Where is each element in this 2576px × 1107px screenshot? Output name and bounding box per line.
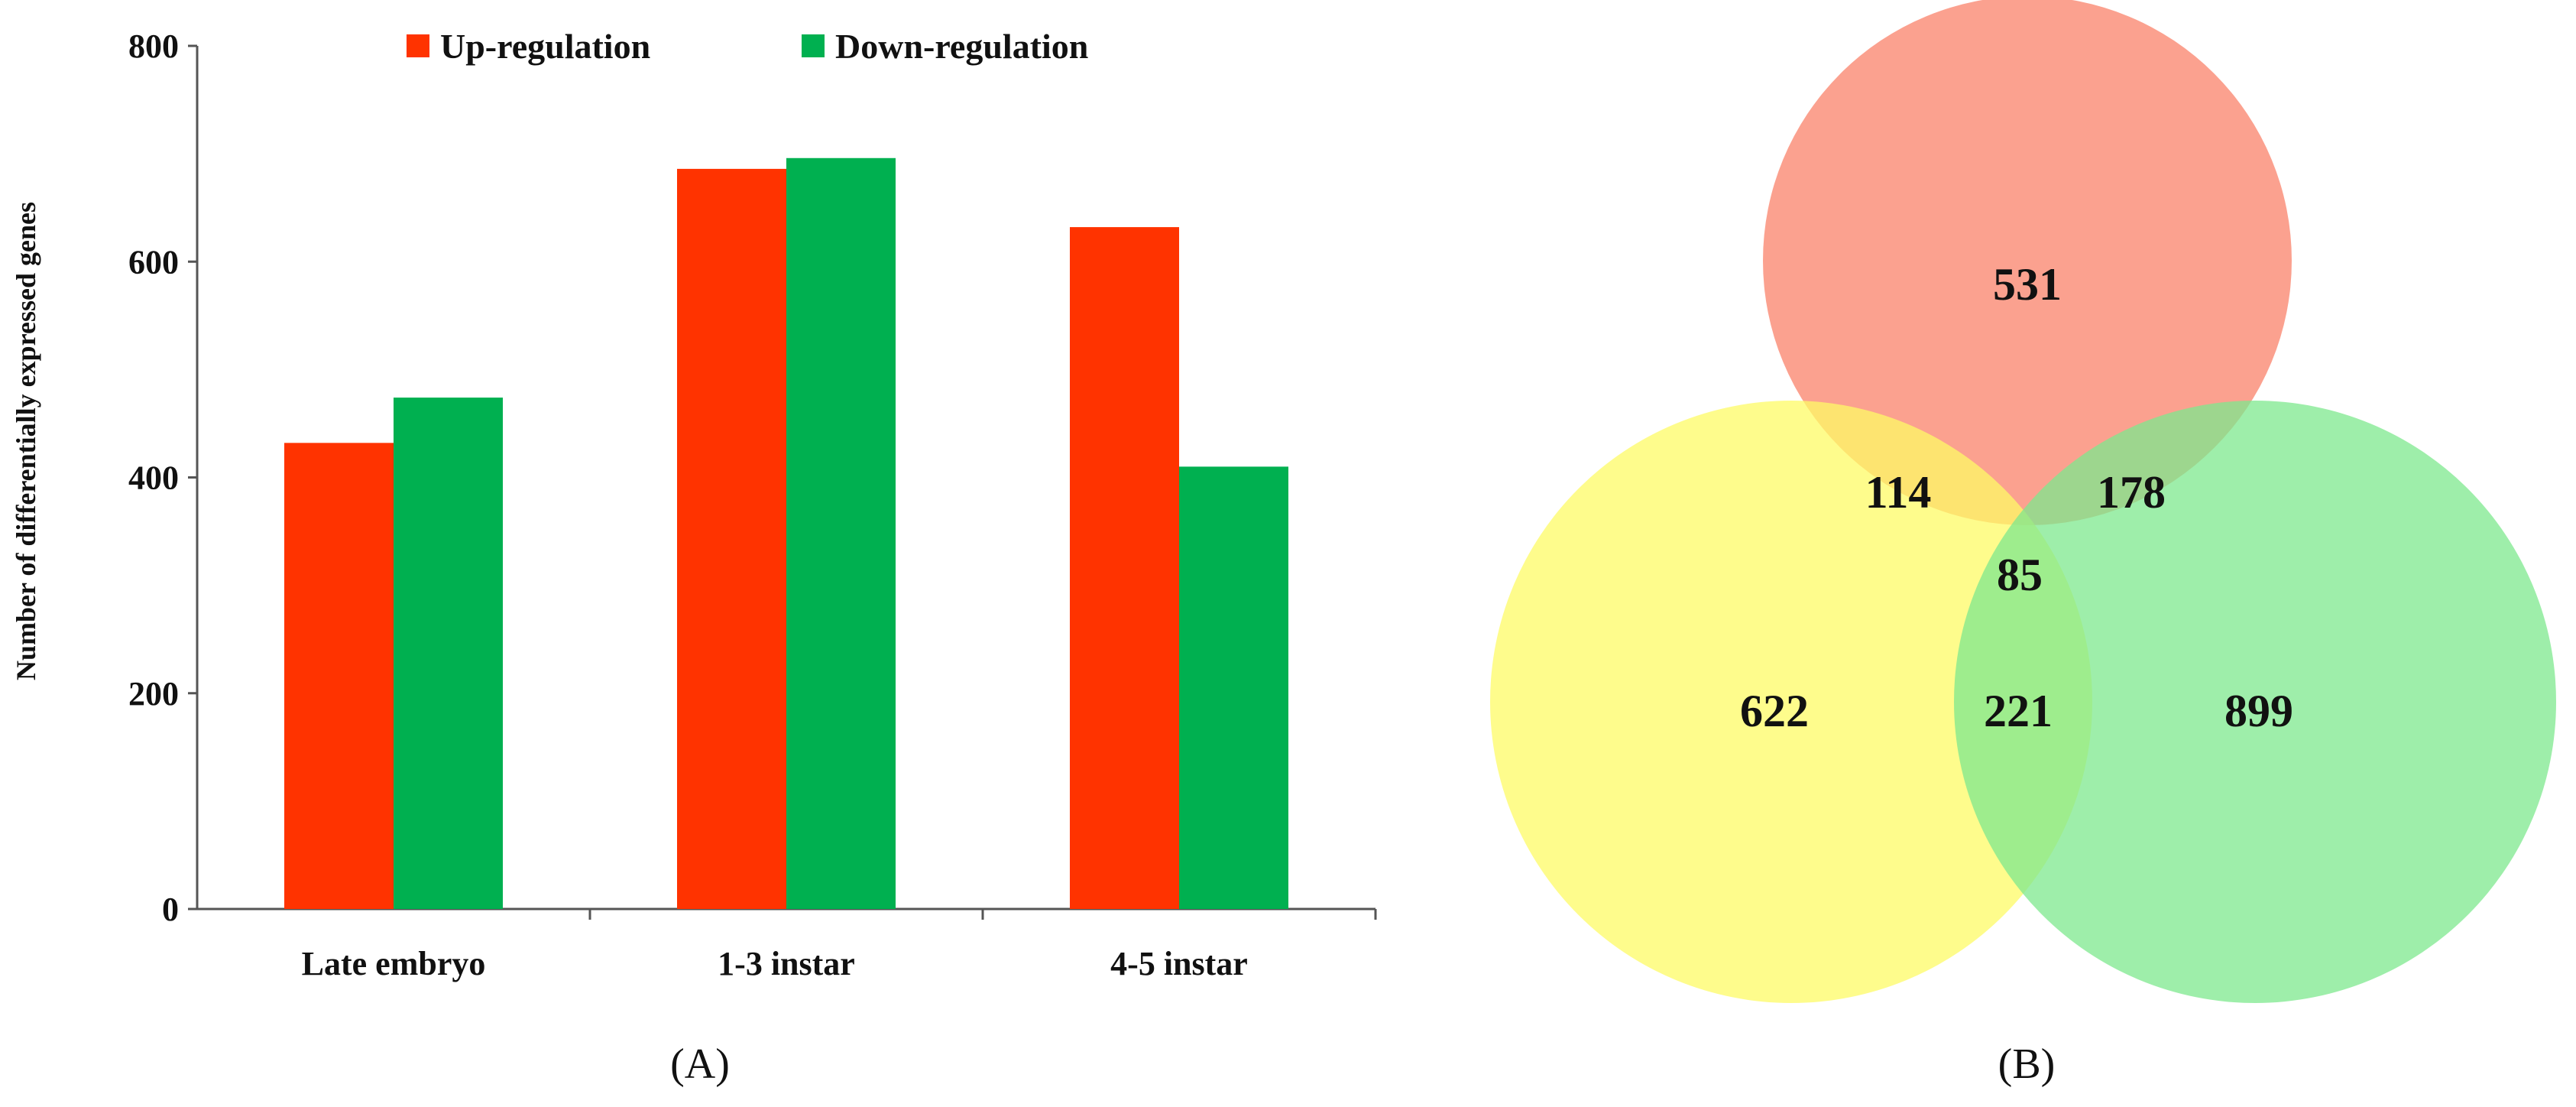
venn-set-right — [1954, 401, 2556, 1003]
bar-up-regulation — [284, 443, 394, 909]
venn-count-all-three: 85 — [1997, 550, 2043, 600]
legend-label: Down-regulation — [835, 27, 1088, 66]
venn-count-top-only: 531 — [1993, 259, 2062, 310]
y-tick-label: 200 — [128, 675, 179, 713]
panel-label-b: (B) — [1998, 1040, 2056, 1088]
venn-count-left-right: 221 — [1984, 686, 2053, 736]
bar-up-regulation — [677, 168, 786, 909]
y-tick-label: 0 — [162, 891, 179, 928]
bar-down-regulation — [394, 398, 503, 909]
venn-count-top-right: 178 — [2097, 467, 2166, 518]
bar-down-regulation — [786, 157, 896, 909]
x-axis-categories: Late embryo 1-3 instar 4-5 instar — [302, 945, 1248, 982]
venn-set-left — [1490, 401, 2092, 1003]
venn-count-left-only: 622 — [1740, 686, 1809, 736]
x-category-label: 1-3 instar — [718, 945, 855, 982]
venn-diagram: 531 622 899 114 178 221 85 — [1490, 0, 2556, 1003]
x-category-label: 4-5 instar — [1110, 945, 1248, 982]
venn-count-right-only: 899 — [2224, 686, 2293, 736]
panel-label-a: (A) — [670, 1040, 730, 1088]
legend-swatch — [802, 34, 825, 57]
y-tick-label: 800 — [128, 28, 179, 65]
y-tick-label: 600 — [128, 243, 179, 281]
venn-count-top-left: 114 — [1865, 467, 1932, 518]
venn-set-top — [1763, 0, 2292, 525]
chart-legend: Up-regulation Down-regulation — [407, 27, 1088, 66]
y-axis-label: Number of differentially expressed genes — [11, 202, 41, 680]
bar-chart: 0 200 400 600 800 Late embryo 1-3 instar 4-5 i… — [11, 27, 1377, 982]
bar-down-regulation — [1179, 466, 1288, 909]
legend-swatch — [407, 34, 429, 57]
bar-series — [284, 157, 1288, 910]
x-category-label: Late embryo — [302, 945, 486, 982]
y-axis-ticks: 0 200 400 600 800 — [128, 28, 1377, 928]
bar-up-regulation — [1070, 227, 1179, 910]
legend-label: Up-regulation — [440, 27, 650, 66]
y-tick-label: 400 — [128, 459, 179, 497]
